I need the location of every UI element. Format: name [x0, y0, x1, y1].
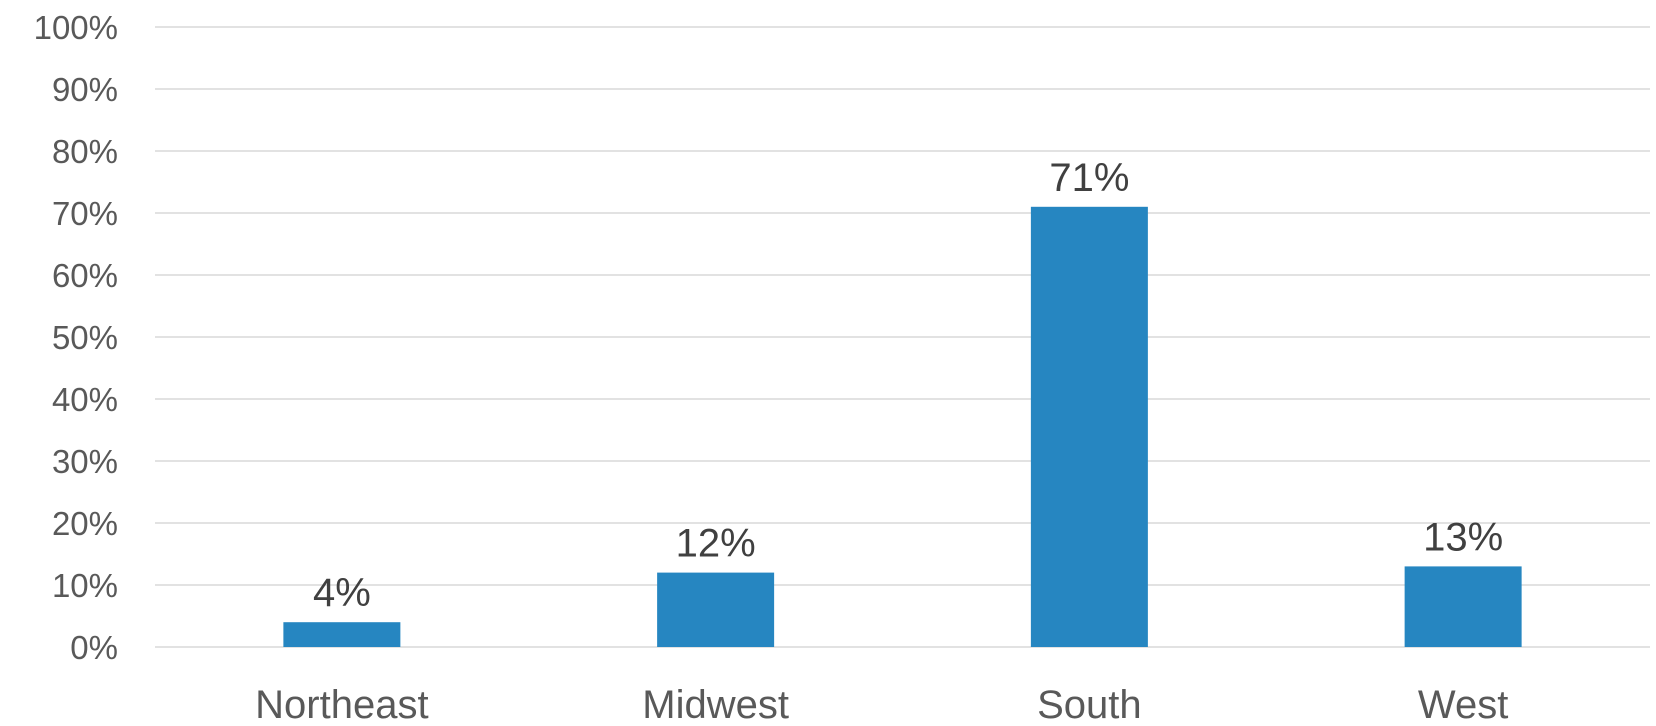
y-tick-label: 10% — [52, 567, 118, 604]
y-tick-label: 100% — [34, 9, 118, 46]
bar-west — [1404, 566, 1522, 647]
bar-midwest — [657, 572, 775, 647]
y-axis-tick-labels: 0% 10% 20% 30% 40% 50% 60% 70% 80% 90% 100% — [34, 9, 118, 666]
data-label: 4% — [313, 571, 371, 615]
data-label: 71% — [1049, 156, 1129, 200]
gridlines — [155, 26, 1650, 648]
y-tick-label: 30% — [52, 443, 118, 480]
x-tick-label: South — [1037, 683, 1142, 726]
x-tick-label: Northeast — [255, 683, 428, 726]
y-tick-label: 40% — [52, 381, 118, 418]
y-tick-label: 20% — [52, 505, 118, 542]
x-tick-label: Midwest — [642, 683, 789, 726]
x-tick-label: West — [1418, 683, 1508, 726]
y-tick-label: 0% — [70, 629, 118, 666]
y-tick-label: 90% — [52, 71, 118, 108]
data-label: 12% — [676, 522, 756, 566]
data-label: 13% — [1423, 515, 1503, 559]
y-tick-label: 50% — [52, 319, 118, 356]
x-axis-tick-labels: Northeast Midwest South West — [255, 683, 1508, 726]
data-labels: 4% 12% 71% 13% — [313, 156, 1503, 615]
bar-northeast — [283, 622, 401, 647]
bar-south — [1030, 206, 1148, 648]
y-tick-label: 60% — [52, 257, 118, 294]
bars — [283, 206, 1522, 648]
y-tick-label: 70% — [52, 195, 118, 232]
y-tick-label: 80% — [52, 133, 118, 170]
